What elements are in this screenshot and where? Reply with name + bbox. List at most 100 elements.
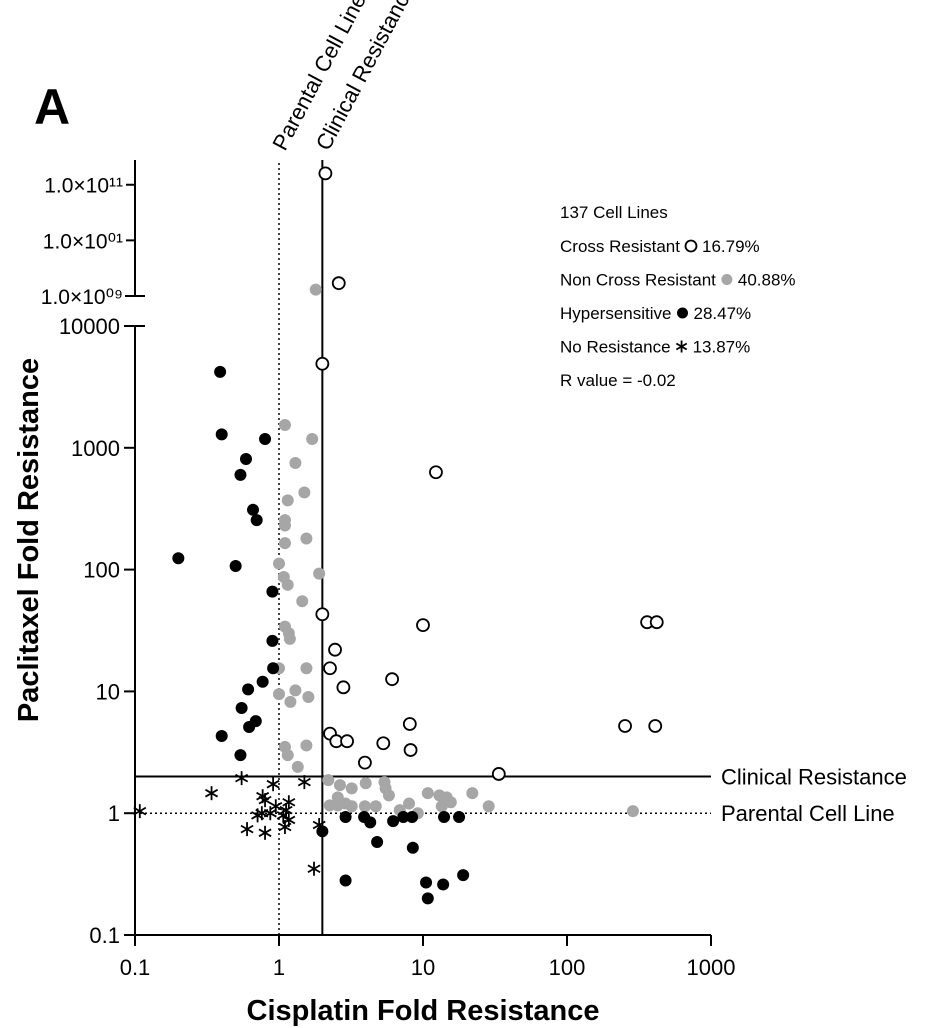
circle-marker [289,684,302,697]
asterisk-stroke [282,797,296,807]
open-circle-marker [315,607,330,622]
circle-marker [281,749,294,762]
x-tick-label: 1 [273,955,285,980]
circle-marker [250,514,263,527]
asterisk-marker [240,822,254,837]
circle-marker [438,811,451,824]
asterisk-stroke [279,805,293,815]
open-circle-marker [315,356,330,371]
circle-marker [278,519,291,532]
circle-marker [359,777,372,790]
circle-marker [247,503,260,516]
circle-marker [420,876,433,889]
open-circle-marker [385,672,399,687]
circle-marker [300,532,313,545]
asterisk-marker [279,803,293,818]
circle-marker [306,433,319,446]
asterisk-marker [276,808,290,823]
y-tick-label: 10 [96,679,120,704]
circle-marker [444,796,457,809]
circle-marker [309,283,322,296]
open-circle-marker [491,767,506,781]
circle-marker [291,760,304,773]
asterisk-marker [263,806,277,821]
asterisk-stroke [235,773,249,783]
circle-marker [281,494,294,507]
circle-marker [437,878,450,891]
circle-marker [298,486,311,499]
open-circle-marker [402,717,417,731]
circle-marker [333,779,346,792]
legend-title: 137 Cell Lines [560,203,668,222]
circle-marker [382,789,395,802]
open-circle-marker [416,618,430,633]
circle-marker [387,815,400,828]
y-tick-label: 1000 [71,436,120,461]
legend-marker [677,307,688,319]
circle-marker [406,841,419,854]
asterisk-stroke [297,777,311,787]
open-circle-marker [429,465,443,480]
legend-marker [675,340,688,353]
x-tick-label: 1000 [687,955,736,980]
asterisk-marker [133,804,147,819]
open-circle-marker [648,719,663,733]
open-circle-marker [403,743,418,757]
legend-label: Non Cross Resistant [560,271,716,290]
circle-marker [322,774,335,787]
circle-marker [345,782,358,795]
circle-marker [283,632,296,645]
x-tick-label: 100 [549,955,586,980]
x-tick-label: 0.1 [120,955,151,980]
circle-marker [626,805,639,818]
circle-marker [214,365,227,378]
circle-marker [453,811,466,824]
legend-marker [721,274,733,285]
circle-marker [313,567,326,580]
circle-marker [339,874,352,887]
asterisk-stroke [312,820,326,830]
circle-marker [234,749,247,762]
open-circle-marker [323,661,337,676]
circle-marker [358,800,371,813]
asterisk-stroke [240,824,254,834]
legend-share: 16.79% [702,237,760,256]
asterisk-marker [282,812,296,827]
circle-marker [371,836,384,849]
asterisk-stroke [276,811,290,820]
asterisk-marker [258,825,272,840]
circle-marker [229,560,242,573]
circle-marker [435,800,448,813]
circle-marker [267,662,280,675]
open-circle-marker [331,276,346,291]
circle-marker [256,675,269,688]
legend-label: Cross Resistant [560,237,680,256]
y-tick-label: 10000 [59,314,120,339]
y-tick-label: 1.0×10¹¹ [44,175,123,198]
asterisk-marker [269,799,283,814]
circle-marker [215,730,228,743]
circle-marker [240,452,253,465]
circle-marker [339,811,352,824]
circle-marker [397,811,410,824]
y-tick-label: 100 [83,558,120,583]
asterisk-stroke [256,791,270,801]
asterisk-stroke [258,828,272,838]
circle-marker [249,715,262,728]
circle-marker [364,816,377,829]
open-circle-marker [340,734,354,749]
circle-marker [242,683,255,696]
asterisk-stroke [266,779,280,789]
circle-marker [421,892,434,905]
circle-marker [345,800,358,813]
asterisk-marker [266,777,280,792]
legend-label: Hypersensitive [560,304,672,323]
reference-label: Parental Cell Line [721,801,895,826]
circle-marker [273,688,285,701]
circle-marker [421,787,434,800]
circle-marker [406,811,419,824]
legend-share: 28.47% [694,304,752,323]
asterisk-marker [258,793,272,808]
